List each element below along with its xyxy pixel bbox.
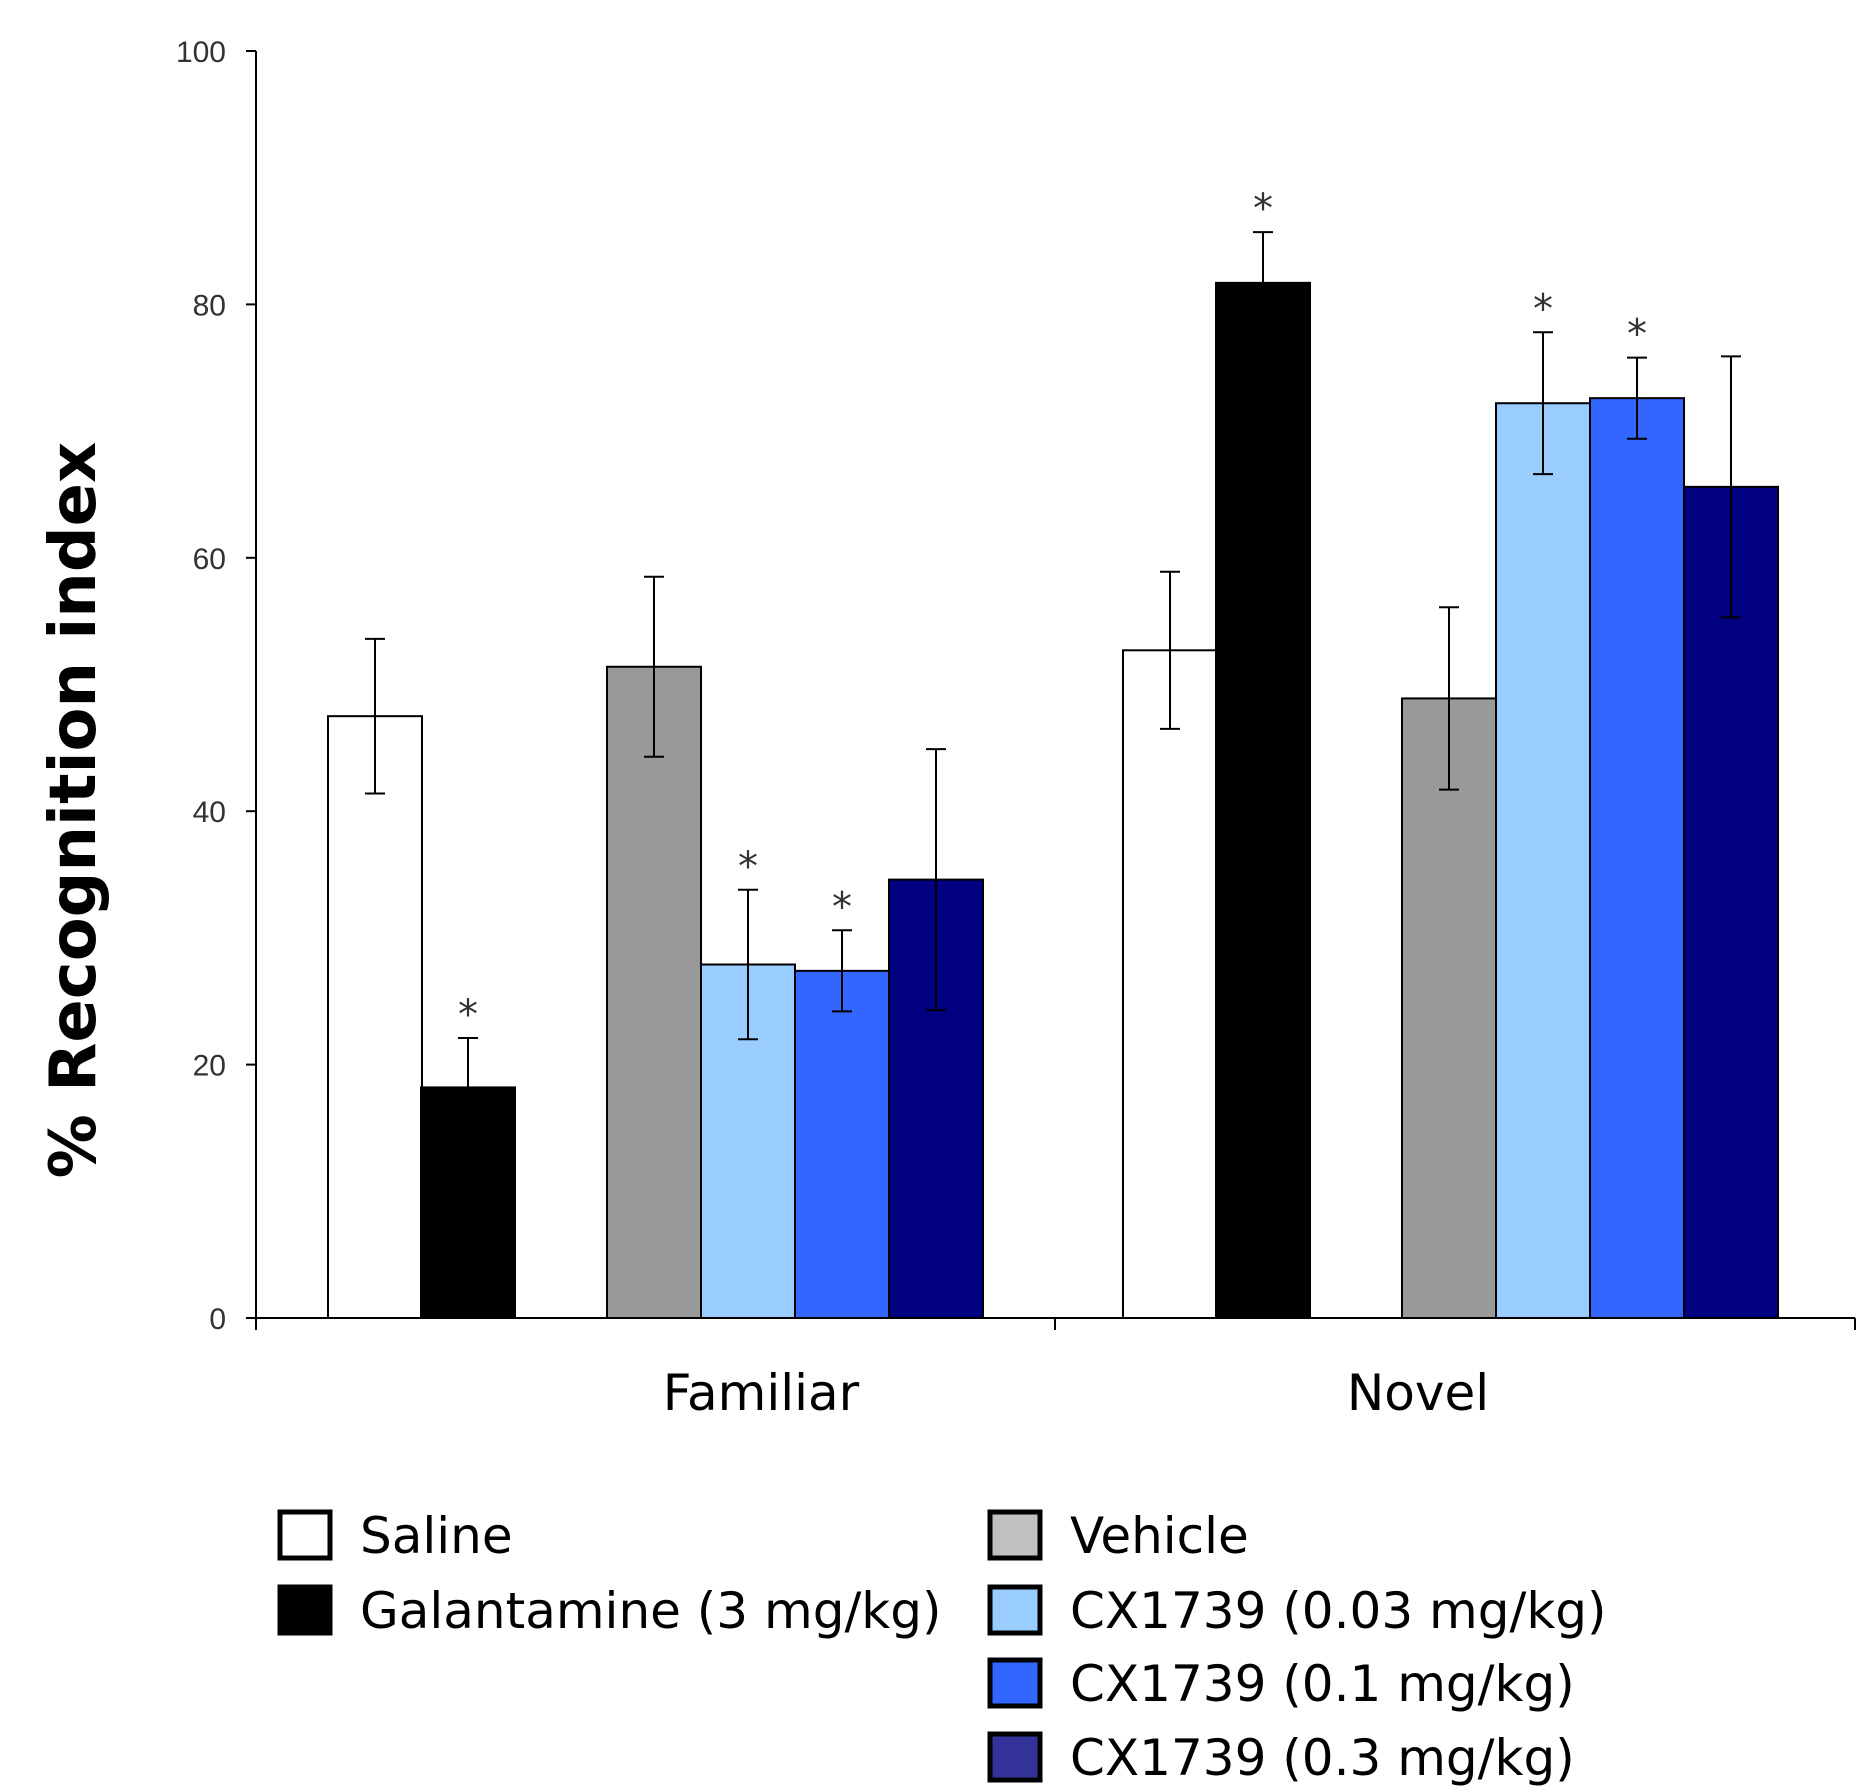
bar: [1122, 649, 1218, 1319]
bar: [1401, 697, 1497, 1319]
legend-swatch: [277, 1509, 333, 1561]
significance-marker: *: [1533, 286, 1553, 332]
legend-item: Saline: [277, 1507, 513, 1565]
legend-label: Vehicle: [1070, 1507, 1249, 1565]
significance-marker: *: [458, 992, 478, 1038]
bar: [1683, 485, 1779, 1319]
legend-item: Galantamine (3 mg/kg): [277, 1582, 942, 1640]
bar: [1589, 397, 1685, 1319]
legend-label: CX1739 (0.3 mg/kg): [1070, 1729, 1575, 1787]
legend-item: Vehicle: [987, 1507, 1249, 1565]
y-tick-label: 100: [176, 36, 226, 69]
significance-marker: *: [738, 844, 758, 890]
significance-marker: *: [832, 884, 852, 930]
bar: [1215, 281, 1311, 1320]
y-tick-label: 60: [193, 543, 226, 576]
legend-label: Saline: [360, 1507, 513, 1565]
legend-swatch: [987, 1657, 1043, 1709]
x-category-label: Novel: [1347, 1364, 1489, 1422]
x-category-label: Familiar: [663, 1364, 860, 1422]
legend-item: CX1739 (0.1 mg/kg): [987, 1655, 1575, 1713]
bar: [1495, 402, 1591, 1319]
legend-item: CX1739 (0.03 mg/kg): [987, 1582, 1607, 1640]
plot-area: 0 20 40 60 80 100 Familiar Novel * * * * * *: [176, 36, 1856, 1422]
legend: Saline Galantamine (3 mg/kg) Vehicle CX1739…: [277, 1507, 1607, 1787]
y-tick-label: 80: [193, 289, 226, 322]
legend-item: CX1739 (0.3 mg/kg): [987, 1729, 1575, 1787]
bar: [327, 715, 423, 1319]
y-tick-label: 40: [193, 796, 226, 829]
y-tick-label: 20: [193, 1050, 226, 1083]
y-tick-label: 0: [209, 1303, 226, 1336]
y-axis-label: % Recognition index: [37, 442, 111, 1179]
significance-marker: *: [1627, 312, 1647, 358]
legend-label: CX1739 (0.03 mg/kg): [1070, 1582, 1607, 1640]
bar: [606, 665, 702, 1319]
legend-swatch: [277, 1584, 333, 1636]
legend-label: Galantamine (3 mg/kg): [360, 1582, 942, 1640]
legend-label: CX1739 (0.1 mg/kg): [1070, 1655, 1575, 1713]
significance-marker: *: [1253, 186, 1273, 232]
legend-swatch: [987, 1731, 1043, 1783]
bar: [794, 969, 890, 1319]
legend-swatch: [987, 1584, 1043, 1636]
legend-swatch: [987, 1509, 1043, 1561]
